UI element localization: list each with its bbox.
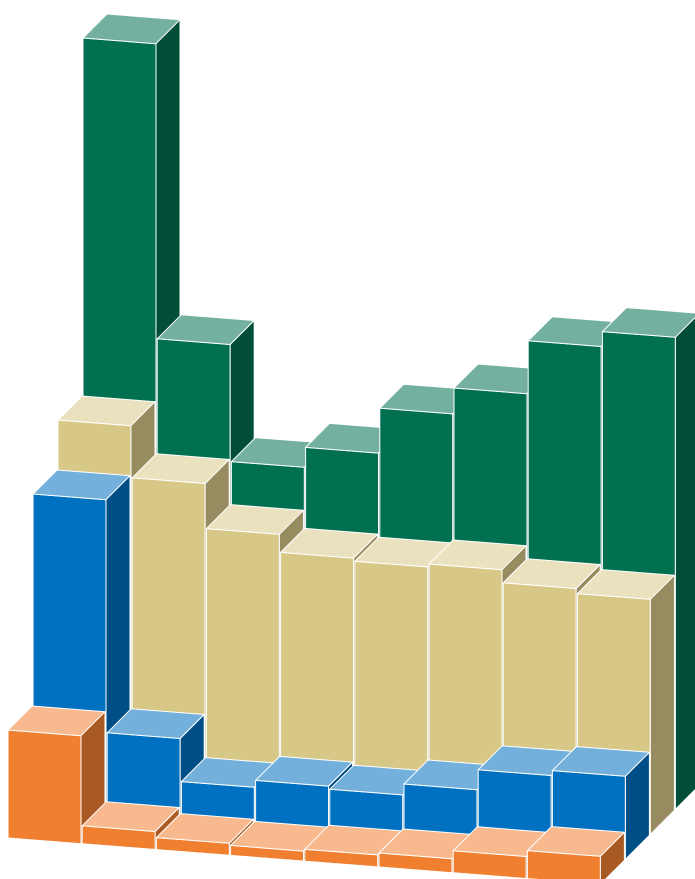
bar — [526, 826, 625, 879]
bar — [155, 813, 254, 856]
bar — [452, 826, 551, 879]
bar-side — [624, 751, 650, 860]
bar-top — [601, 307, 695, 338]
bar-front — [7, 729, 82, 845]
bar-side — [649, 574, 675, 835]
bar-side — [674, 316, 695, 810]
bar-side — [599, 831, 625, 879]
